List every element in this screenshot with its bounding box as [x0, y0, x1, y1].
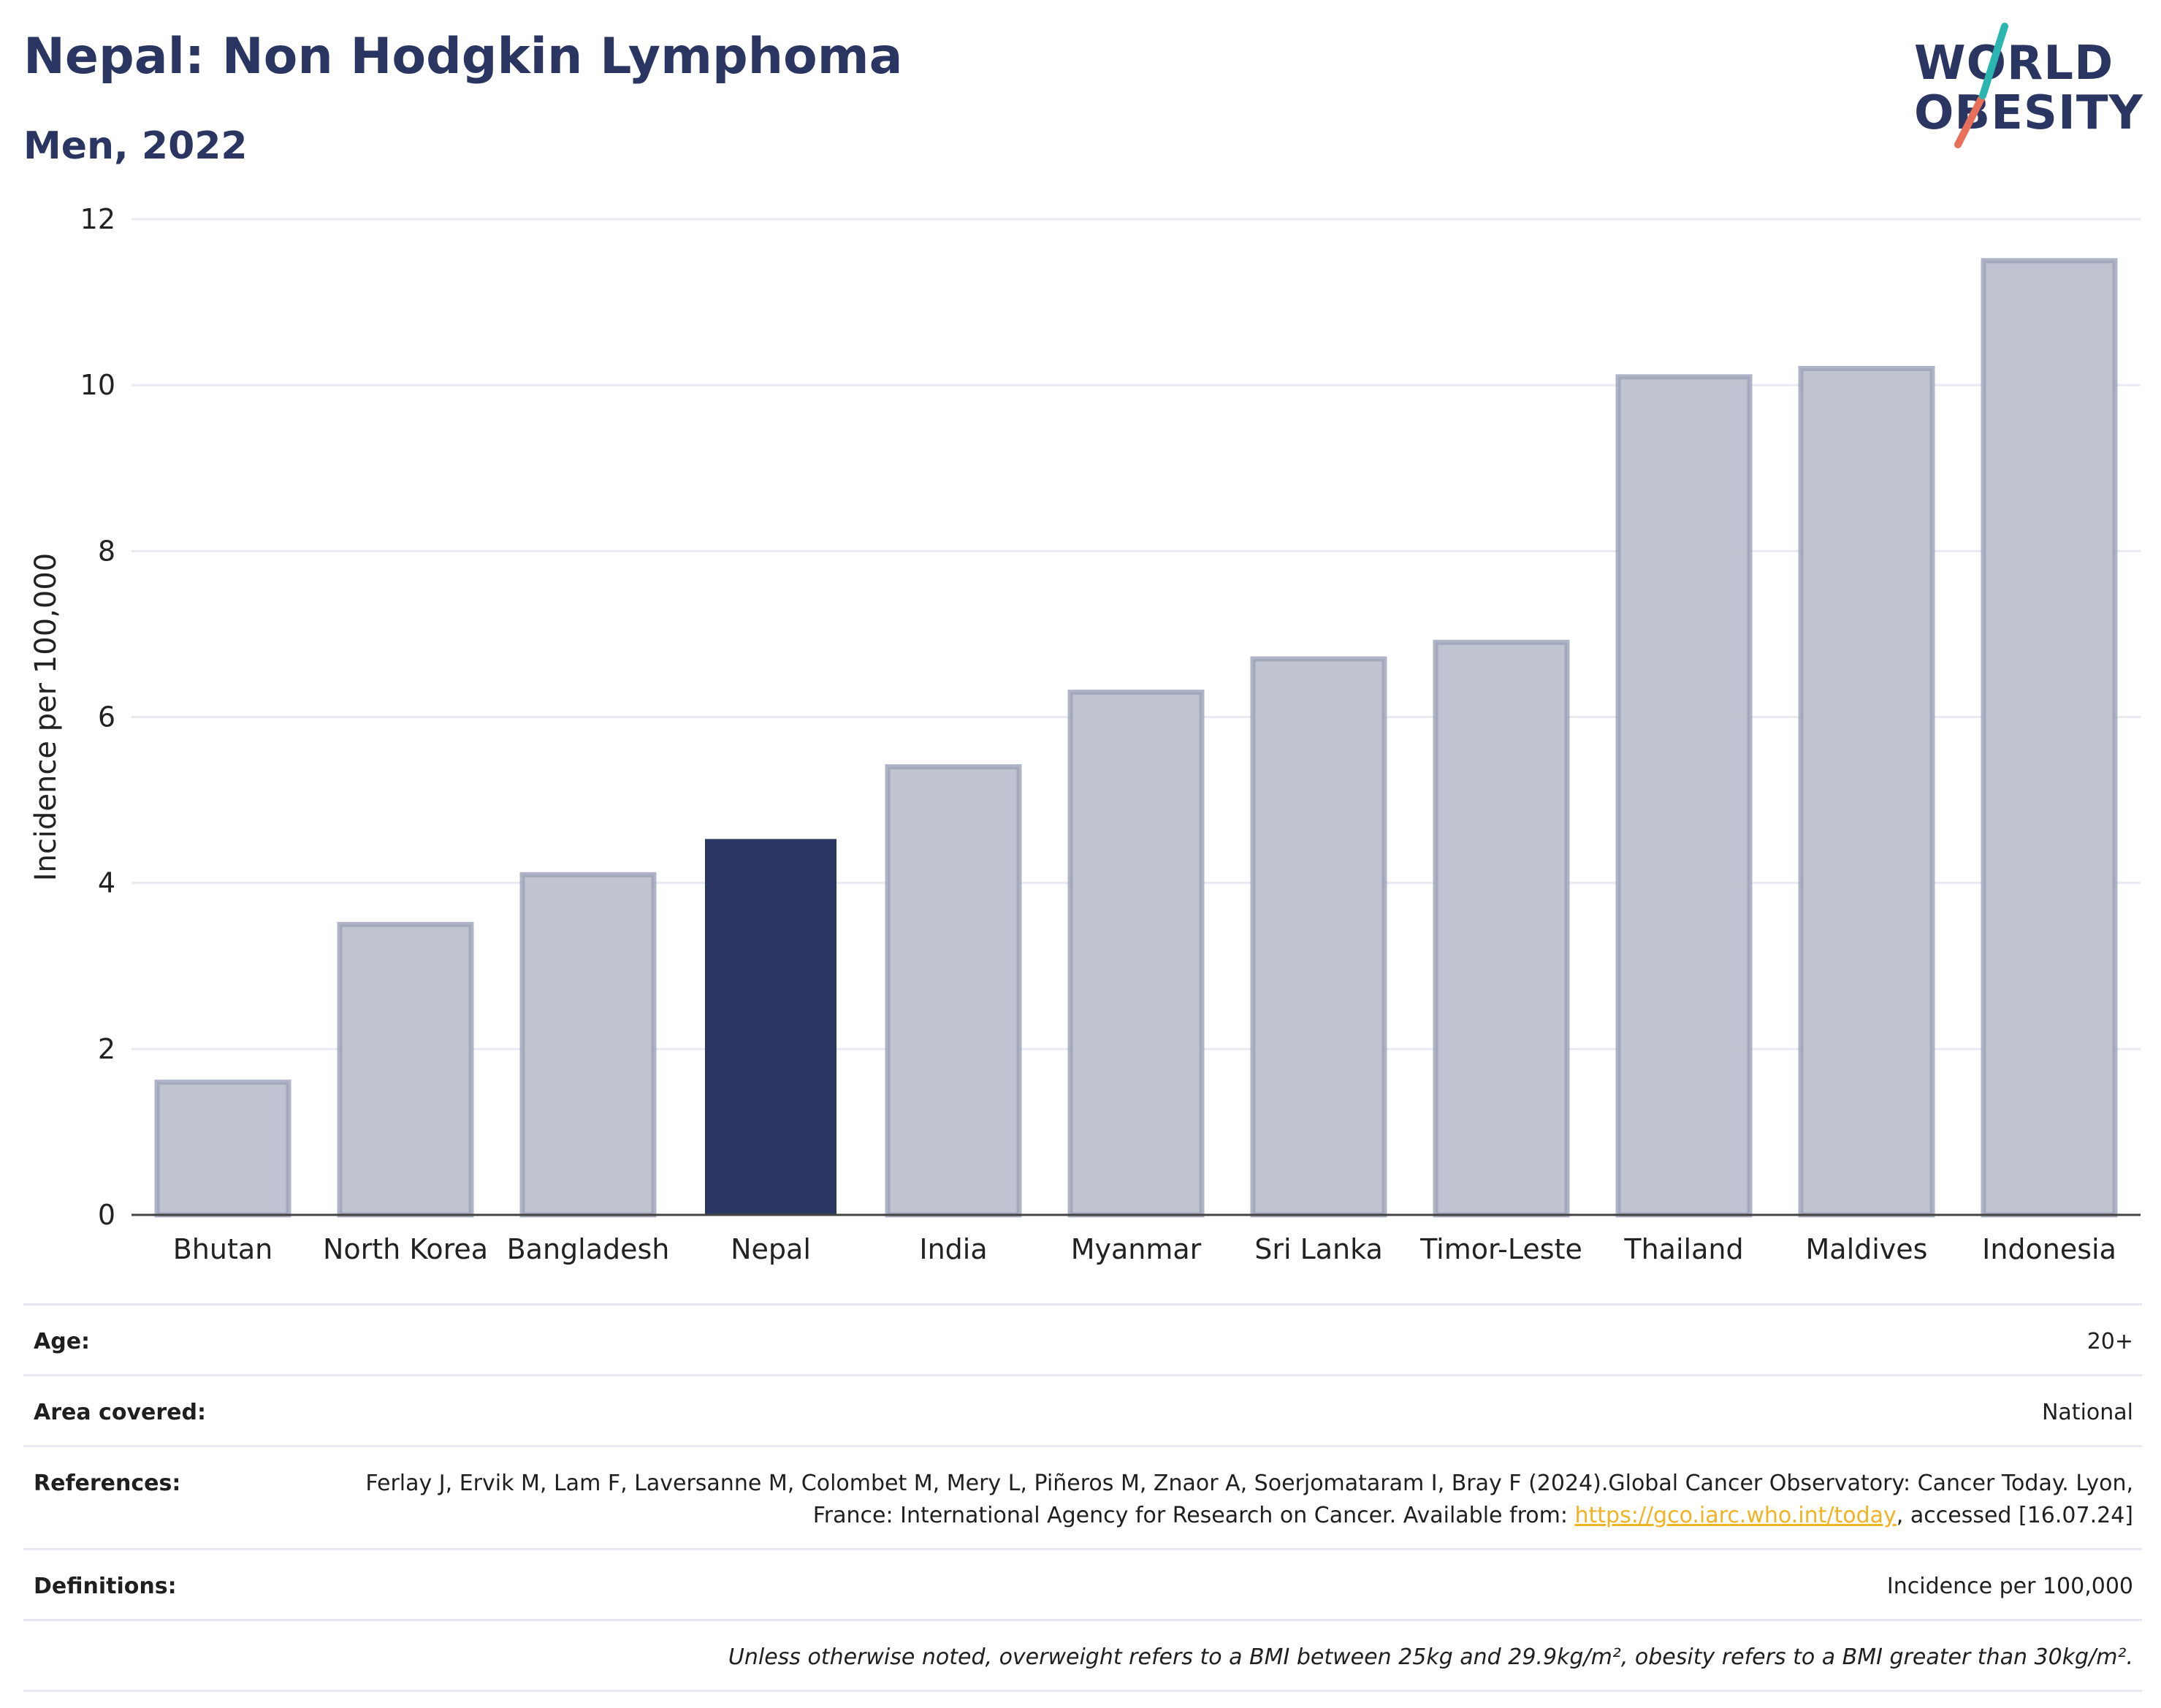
area-label: Area covered:	[34, 1400, 206, 1425]
bar	[519, 872, 657, 1218]
references-text-1: Ferlay J, Ervik M, Lam F, Laversanne M, …	[365, 1471, 2133, 1528]
references-value: Ferlay J, Ervik M, Lam F, Laversanne M, …	[311, 1468, 2133, 1532]
definitions-value: Incidence per 100,000	[1886, 1574, 2133, 1599]
logo-line-1: WORLD	[1914, 37, 2114, 91]
bar	[885, 764, 1022, 1218]
x-tick-label: Myanmar	[1071, 1233, 1202, 1265]
bar	[1615, 374, 1753, 1218]
meta-row-age: Age: 20+	[23, 1303, 2142, 1374]
references-text-2: , accessed [16.07.24]	[1896, 1503, 2133, 1528]
x-tick-label: Indonesia	[1982, 1233, 2116, 1265]
obesity-definition-note: Unless otherwise noted, overweight refer…	[728, 1644, 2133, 1670]
bar-chart: 0 2 4 6 8 10 12 Bhutan North Korea Bangladesh Nepa…	[29, 203, 2141, 1265]
y-tick-label: 0	[98, 1199, 115, 1231]
x-tick-label: Maldives	[1806, 1233, 1928, 1265]
bar	[1433, 639, 1570, 1218]
x-tick-label: Nepal	[731, 1233, 811, 1265]
y-tick-label: 2	[98, 1033, 115, 1065]
world-obesity-logo: WORLD OBESITY	[1907, 22, 2148, 153]
meta-row-note: Unless otherwise noted, overweight refer…	[23, 1619, 2142, 1692]
y-tick-label: 6	[98, 701, 115, 733]
references-label: References:	[34, 1471, 181, 1496]
y-tick-label: 8	[98, 535, 115, 567]
chart-title: Nepal: Non Hodgkin Lymphoma	[23, 28, 903, 85]
metadata-table: Age: 20+ Area covered: National Referenc…	[23, 1303, 2142, 1692]
x-tick-label: Timor-Leste	[1419, 1233, 1582, 1265]
definitions-label: Definitions:	[34, 1574, 177, 1599]
logo-slash-icon	[1954, 23, 2008, 148]
bar	[337, 921, 474, 1218]
meta-row-area: Area covered: National	[23, 1374, 2142, 1445]
bar	[1981, 258, 2118, 1218]
y-tick-label: 10	[80, 369, 115, 401]
meta-row-references: References: Ferlay J, Ervik M, Lam F, La…	[23, 1445, 2142, 1548]
age-value: 20+	[2086, 1329, 2133, 1354]
x-tick-label: North Korea	[323, 1233, 488, 1265]
references-link[interactable]: https://gco.iarc.who.int/today	[1574, 1503, 1897, 1528]
x-tick-label: Bhutan	[173, 1233, 273, 1265]
x-tick-label: India	[919, 1233, 987, 1265]
logo-line-2: OBESITY	[1914, 86, 2143, 140]
bar	[154, 1079, 291, 1218]
bar	[1798, 365, 1935, 1218]
y-tick-label: 4	[98, 867, 115, 899]
bar	[1067, 689, 1205, 1218]
meta-row-definitions: Definitions: Incidence per 100,000	[23, 1548, 2142, 1619]
area-value: National	[2041, 1400, 2133, 1425]
age-label: Age:	[34, 1329, 91, 1354]
chart-subtitle: Men, 2022	[23, 124, 248, 168]
x-tick-label: Bangladesh	[507, 1233, 670, 1265]
y-tick-label: 12	[80, 203, 115, 235]
x-tick-label: Sri Lanka	[1254, 1233, 1383, 1265]
bar	[705, 839, 836, 1215]
bar	[1250, 656, 1387, 1218]
y-axis-label: Incidence per 100,000	[29, 553, 63, 882]
x-tick-label: Thailand	[1623, 1233, 1743, 1265]
